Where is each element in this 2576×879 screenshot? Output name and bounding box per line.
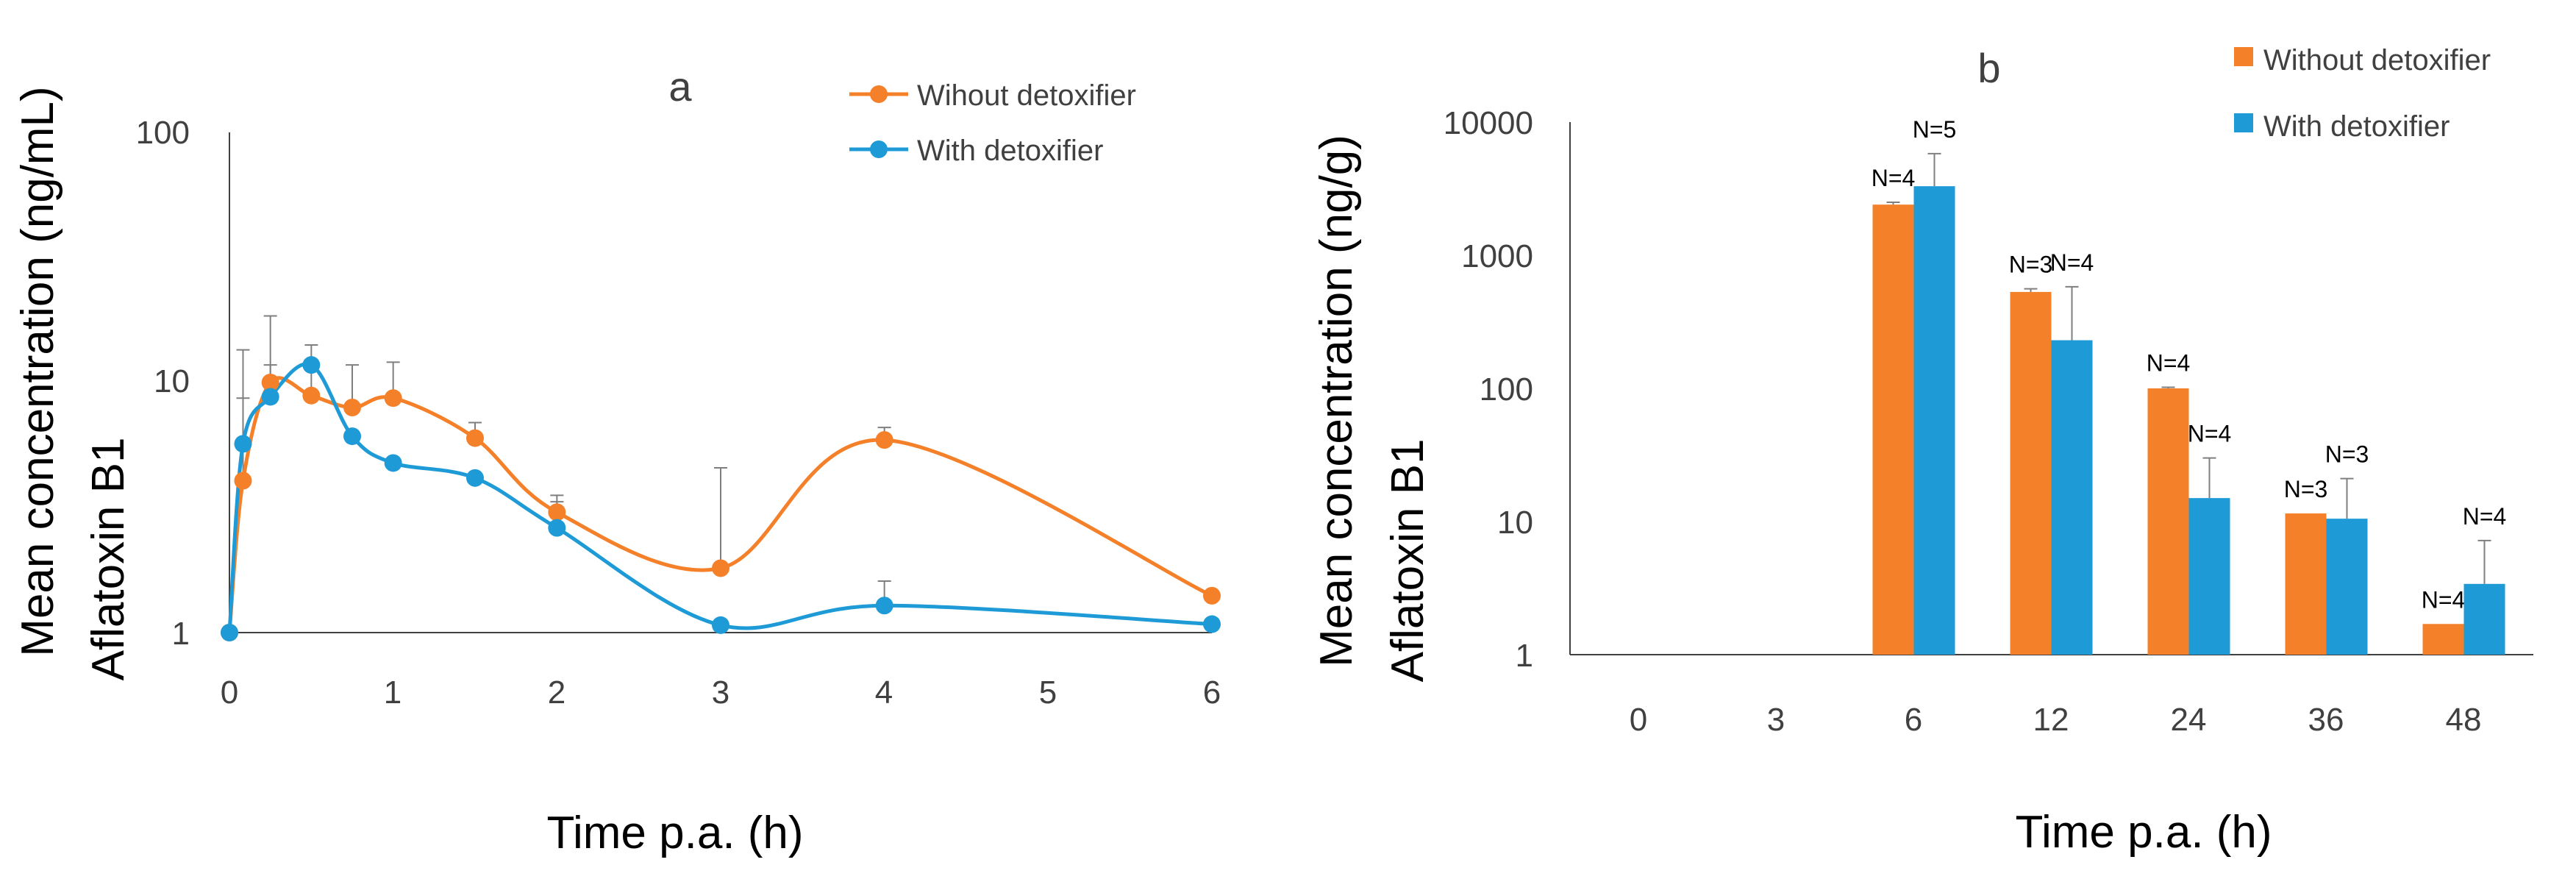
- n-label-without-48: N=4: [2422, 586, 2466, 613]
- panel-a-legend-item-with: With detoxifier: [849, 135, 1103, 167]
- panel-b-bars: N=4N=3N=4N=3N=4N=5N=4N=4N=3N=4: [1872, 116, 2507, 655]
- panel-a-legend-item-without: Wihout detoxifier: [849, 79, 1136, 112]
- panel-a-legend-label-with: With detoxifier: [917, 135, 1103, 167]
- data-point-with-10: [1203, 615, 1221, 633]
- bar-without-6: [1872, 204, 1914, 655]
- n-label-with-24: N=4: [2188, 421, 2232, 447]
- data-point-with-4: [343, 427, 361, 446]
- panel-a-xtick-4: 4: [875, 675, 893, 711]
- panel-a-legend: Wihout detoxifier With detoxifier: [849, 79, 1136, 167]
- n-label-without-12: N=3: [2009, 252, 2053, 278]
- panel-a-ytick-1: 1: [172, 616, 190, 652]
- data-point-with-3: [302, 356, 321, 374]
- panel-a-xlabel: Time p.a. (h): [546, 808, 803, 858]
- data-point-with-5: [384, 454, 402, 472]
- panel-b-ytick-1: 1: [1516, 638, 1533, 674]
- data-point-without-9: [875, 431, 893, 449]
- data-point-without-2: [261, 374, 279, 392]
- panel-a-ylabel-line2: Aflatoxin B1: [83, 438, 134, 681]
- panel-b-ylabel-line2: Aflatoxin B1: [1382, 439, 1433, 683]
- bar-without-36: [2285, 513, 2327, 655]
- panel-b-legend-item-with: With detoxifier: [2234, 110, 2450, 143]
- panel-b-legend: Without detoxifier With detoxifier: [2234, 44, 2491, 143]
- panel-a-ylabel-line1: Mean concentration (ng/mL): [13, 86, 63, 656]
- data-point-without-7: [548, 503, 566, 522]
- panel-b-label: b: [1977, 45, 2000, 91]
- bar-with-12: [2051, 340, 2093, 655]
- panel-b-xtick-24: 24: [2171, 702, 2207, 738]
- panel-b-legend-label-with: With detoxifier: [2263, 110, 2450, 143]
- data-point-without-4: [343, 399, 361, 417]
- n-label-without-6: N=4: [1872, 165, 1916, 191]
- panel-b-legend-label-without: Without detoxifier: [2263, 44, 2491, 76]
- panel-a-xtick-6: 6: [1203, 675, 1221, 711]
- bar-with-36: [2326, 519, 2368, 655]
- panel-b-xtick-36: 36: [2308, 702, 2344, 738]
- data-point-with-1: [234, 435, 252, 453]
- data-point-without-10: [1203, 586, 1221, 605]
- panel-a-xtick-5: 5: [1039, 675, 1057, 711]
- panel-b-ytick-1000: 1000: [1461, 238, 1533, 274]
- panel-a-line-chart: a Mean concentration (ng/mL) Aflatoxin B…: [13, 63, 1221, 858]
- panel-a-ytick-10: 10: [154, 363, 190, 399]
- bar-without-48: [2422, 624, 2464, 655]
- n-label-without-24: N=4: [2147, 349, 2191, 376]
- data-point-without-3: [302, 386, 321, 405]
- panel-b-xtick-6: 6: [1905, 702, 1922, 738]
- panel-b-ylabel-line1: Mean concentration (ng/g): [1311, 135, 1362, 667]
- panel-a-series-points: [221, 356, 1221, 641]
- panel-b-ytick-10: 10: [1497, 505, 1533, 541]
- panel-a-error-bars: [236, 315, 891, 606]
- bar-with-6: [1913, 186, 1955, 655]
- data-point-without-1: [234, 471, 252, 490]
- bar-without-12: [2010, 291, 2052, 655]
- panel-b-xtick-12: 12: [2033, 702, 2069, 738]
- n-label-without-36: N=3: [2284, 476, 2328, 502]
- data-point-without-5: [384, 389, 402, 408]
- panel-b-xtick-3: 3: [1767, 702, 1785, 738]
- legend-swatch-without: [2234, 47, 2253, 66]
- panel-b-xtick-48: 48: [2446, 702, 2482, 738]
- legend-swatch-with: [2234, 113, 2253, 132]
- bar-without-24: [2147, 388, 2189, 655]
- n-label-with-36: N=3: [2325, 441, 2369, 468]
- panel-a-xtick-2: 2: [548, 675, 565, 711]
- bar-with-24: [2188, 498, 2230, 655]
- panel-a-label: a: [668, 63, 692, 110]
- legend-marker-without: [870, 85, 888, 103]
- panel-a-xtick-0: 0: [221, 675, 238, 711]
- panel-a-legend-label-without: Wihout detoxifier: [917, 79, 1136, 112]
- data-point-without-6: [466, 429, 484, 447]
- data-point-with-7: [548, 519, 566, 537]
- panel-b-ytick-10000: 10000: [1444, 105, 1533, 141]
- data-point-with-6: [466, 469, 484, 487]
- data-point-with-2: [261, 388, 279, 406]
- data-point-with-0: [221, 624, 238, 641]
- data-point-with-9: [875, 597, 893, 615]
- panel-a-ytick-100: 100: [136, 115, 190, 151]
- bar-with-48: [2463, 583, 2505, 655]
- panel-b-xtick-0: 0: [1630, 702, 1647, 738]
- panel-a-xtick-1: 1: [384, 675, 402, 711]
- panel-b-bar-chart: b Mean concentration (ng/g) Aflatoxin B1…: [1311, 44, 2533, 858]
- n-label-with-12: N=4: [2050, 249, 2094, 276]
- panel-b-legend-item-without: Without detoxifier: [2234, 44, 2491, 76]
- legend-marker-with: [870, 140, 888, 158]
- data-point-with-8: [712, 616, 729, 634]
- panel-a-xtick-3: 3: [712, 675, 729, 711]
- series-line-with: [227, 362, 1213, 633]
- n-label-with-6: N=5: [1913, 116, 1957, 143]
- data-point-without-8: [712, 559, 729, 577]
- panel-b-xlabel: Time p.a. (h): [2015, 807, 2272, 858]
- n-label-with-48: N=4: [2463, 503, 2507, 530]
- panel-b-ytick-100: 100: [1480, 371, 1533, 408]
